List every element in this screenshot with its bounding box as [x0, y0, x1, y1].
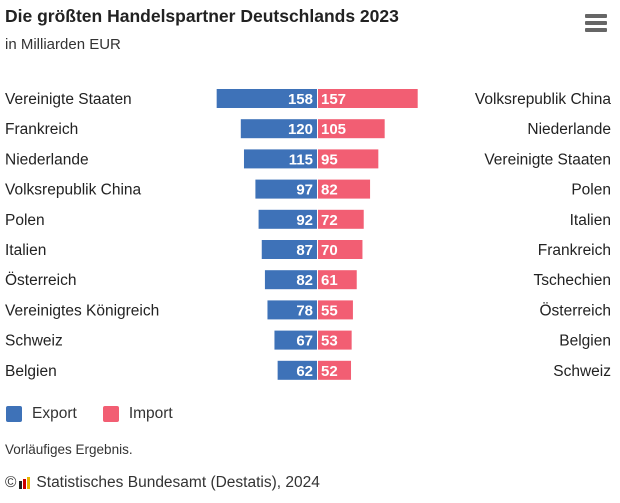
- bar-export[interactable]: [216, 89, 317, 108]
- bar-import[interactable]: [318, 330, 352, 350]
- bar-export[interactable]: [240, 119, 317, 139]
- bar-export[interactable]: [243, 149, 317, 169]
- data-label-import: 157: [321, 91, 346, 108]
- category-label-import: Polen: [571, 182, 611, 199]
- category-label-import: Belgien: [559, 333, 611, 350]
- category-label-export: Österreich: [5, 271, 77, 289]
- category-label-import: Tschechien: [533, 272, 611, 289]
- category-label-export: Polen: [5, 212, 45, 229]
- data-label-import: 52: [321, 363, 338, 380]
- data-label-export: 92: [296, 212, 313, 229]
- legend-swatch-export: [6, 406, 22, 422]
- data-label-export: 158: [288, 91, 313, 108]
- category-label-import: Schweiz: [553, 363, 611, 380]
- bar-import[interactable]: [318, 300, 353, 320]
- data-label-export: 87: [296, 242, 313, 259]
- bar-export[interactable]: [255, 179, 317, 199]
- category-label-import: Volksrepublik China: [475, 91, 612, 108]
- bar-import[interactable]: [318, 240, 363, 259]
- category-label-export: Belgien: [5, 363, 57, 380]
- category-label-export: Schweiz: [5, 333, 63, 350]
- bar-export[interactable]: [267, 300, 317, 320]
- category-label-import: Italien: [570, 212, 611, 229]
- bar-import[interactable]: [318, 360, 352, 380]
- data-label-export: 82: [296, 272, 313, 289]
- category-label-export: Volksrepublik China: [5, 182, 142, 199]
- bar-import[interactable]: [318, 89, 418, 108]
- legend-swatch-import: [102, 406, 119, 422]
- category-label-import: Vereinigte Staaten: [484, 151, 611, 168]
- data-label-import: 105: [321, 121, 346, 138]
- chart-title: Die größten Handelspartner Deutschlands …: [5, 6, 399, 26]
- data-label-import: 95: [321, 151, 338, 168]
- data-label-export: 115: [289, 151, 313, 168]
- bar-export[interactable]: [277, 360, 317, 380]
- bar-import[interactable]: [318, 209, 364, 229]
- data-label-import: 70: [321, 242, 338, 259]
- legend-label-import: Import: [128, 405, 173, 422]
- bar-export[interactable]: [264, 270, 317, 290]
- data-label-export: 120: [288, 121, 313, 138]
- category-label-import: Niederlande: [527, 121, 611, 138]
- chart-plot-area: 158 Vereinigte Staaten 120 Frankreich 115 Nie…: [5, 89, 612, 380]
- destatis-logo-icon: [19, 477, 31, 489]
- category-label-export: Niederlande: [5, 151, 89, 168]
- data-label-export: 62: [296, 363, 313, 380]
- data-label-import: 72: [321, 212, 338, 229]
- credits-text: Statistisches Bundesamt (Destatis), 2024: [36, 474, 320, 491]
- data-label-import: 61: [321, 272, 338, 289]
- legend-label-export: Export: [32, 405, 77, 422]
- credits[interactable]: © Statistisches Bundesamt (Destatis), 20…: [5, 474, 320, 492]
- category-label-import: Frankreich: [538, 242, 611, 259]
- legend: Export Import: [6, 405, 199, 423]
- bar-export[interactable]: [258, 209, 317, 229]
- data-label-export: 67: [296, 333, 313, 350]
- data-label-import: 82: [321, 182, 338, 199]
- data-label-import: 55: [321, 302, 338, 319]
- footnote: Vorläufiges Ergebnis.: [5, 442, 133, 457]
- data-label-export: 97: [296, 182, 313, 199]
- bar-import[interactable]: [318, 179, 371, 199]
- data-label-import: 53: [321, 333, 338, 350]
- legend-item-import[interactable]: Import: [102, 405, 173, 423]
- category-label-import: Österreich: [540, 301, 612, 319]
- copyright-symbol: ©: [5, 474, 17, 491]
- bar-import[interactable]: [318, 119, 385, 139]
- data-label-export: 78: [296, 302, 313, 319]
- chart-subtitle: in Milliarden EUR: [5, 36, 121, 53]
- category-label-export: Vereinigte Staaten: [5, 91, 132, 108]
- category-label-export: Vereinigtes Königreich: [5, 302, 159, 319]
- bar-export[interactable]: [274, 330, 317, 350]
- bar-import[interactable]: [318, 149, 379, 169]
- category-label-export: Italien: [5, 242, 46, 259]
- legend-item-export[interactable]: Export: [6, 405, 77, 423]
- bar-import[interactable]: [318, 270, 357, 290]
- category-label-export: Frankreich: [5, 121, 78, 138]
- bar-export[interactable]: [261, 240, 317, 259]
- hamburger-menu-icon[interactable]: [585, 14, 607, 34]
